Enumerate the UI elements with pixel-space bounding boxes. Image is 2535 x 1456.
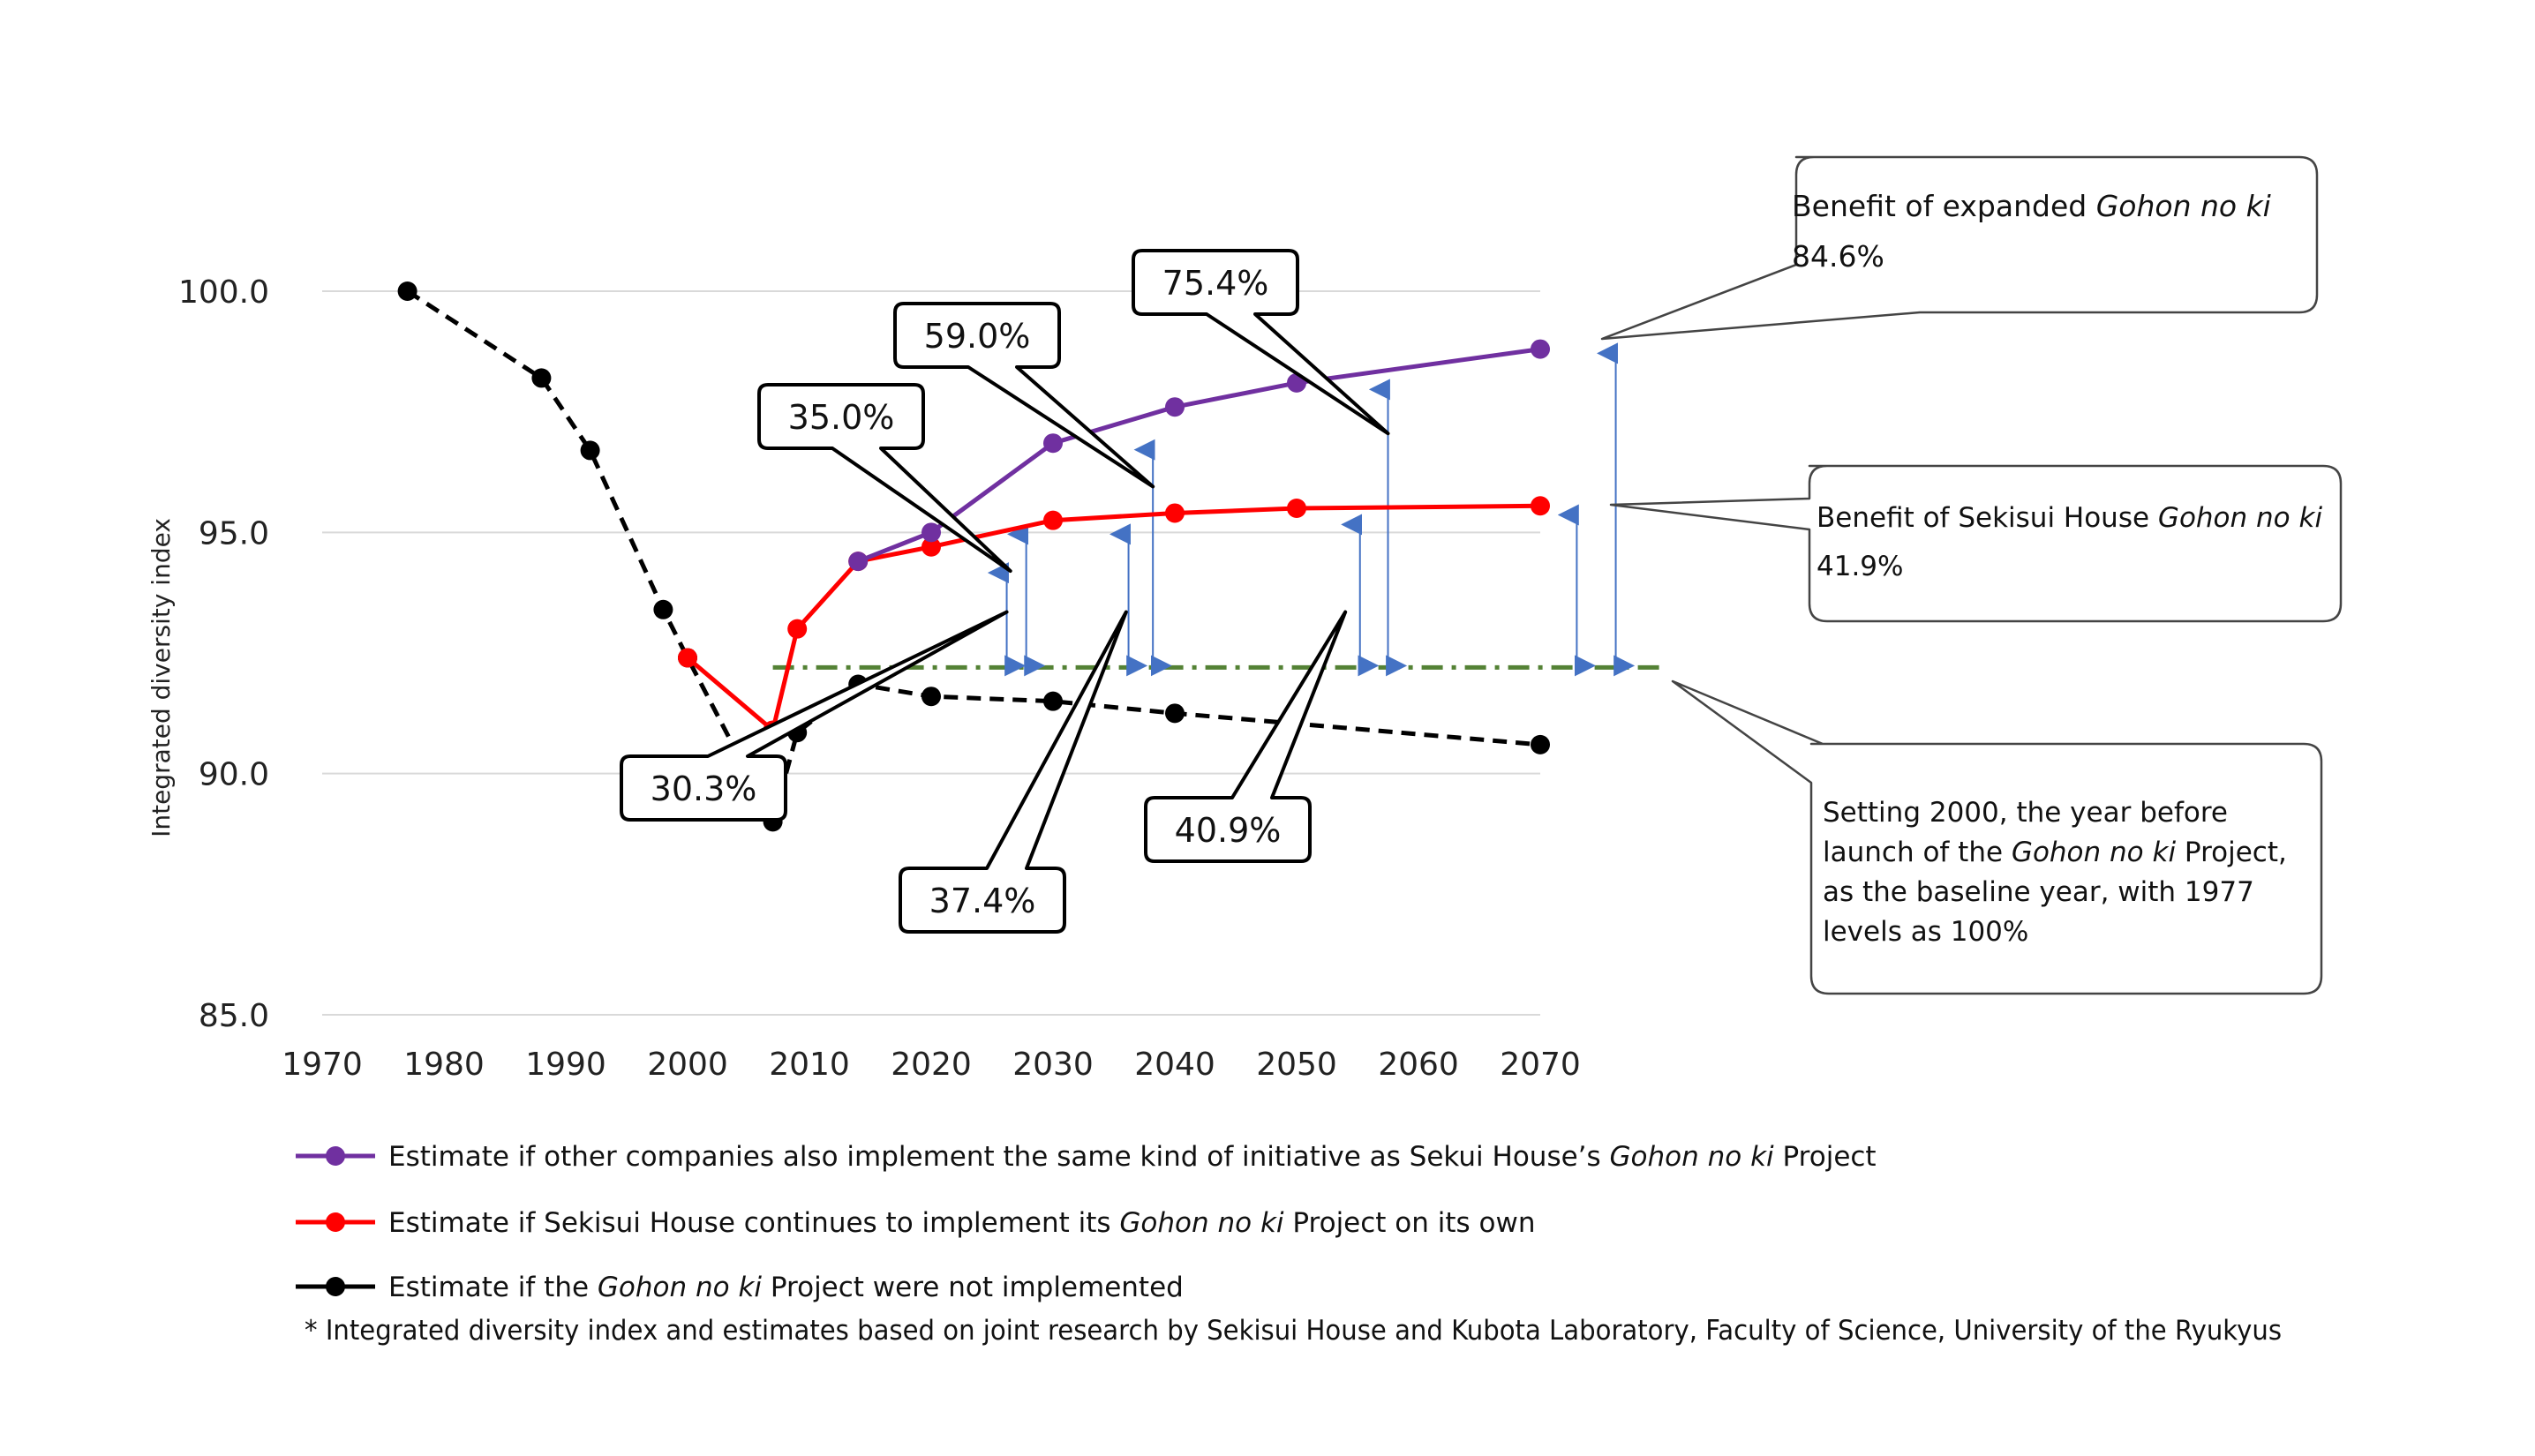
series-1-point-5 xyxy=(1043,510,1063,530)
series-0-point-0 xyxy=(848,552,869,572)
series-2-point-11 xyxy=(1531,734,1550,754)
series-2-point-3 xyxy=(653,599,673,619)
callout-0: 30.3% xyxy=(620,610,1009,822)
callout-box-5 xyxy=(1132,249,1390,436)
note-sekisui-box xyxy=(1609,464,2343,623)
y-axis-title: Integrated diversity index xyxy=(147,518,176,837)
y-tick-label-1: 90.0 xyxy=(199,757,269,793)
note-baseline-box xyxy=(1671,679,2323,995)
callout-box-3 xyxy=(893,302,1155,489)
callout-1: 35.0% xyxy=(757,383,1012,574)
callout-label-5: 75.4% xyxy=(1162,264,1269,303)
callout-label-1: 35.0% xyxy=(788,398,895,437)
series-line-1 xyxy=(686,503,1541,732)
callout-5: 75.4% xyxy=(1132,249,1390,436)
series-1-point-0 xyxy=(678,648,697,668)
y-tick-label-0: 85.0 xyxy=(199,998,269,1034)
series-line-2 xyxy=(406,289,1541,824)
series-0-point-1 xyxy=(921,522,941,543)
x-tick-label-3: 2000 xyxy=(647,1047,728,1083)
x-tick-label-5: 2020 xyxy=(891,1047,972,1083)
legend-label-purple: Estimate if other companies also impleme… xyxy=(388,1141,1877,1173)
legend-item-purple: Estimate if other companies also impleme… xyxy=(296,1141,1877,1173)
legend-marker-red xyxy=(326,1212,345,1232)
legend-marker-black xyxy=(326,1277,345,1296)
series-1 xyxy=(678,496,1550,740)
note-expanded-value: 84.6% xyxy=(1792,239,1884,274)
legend-item-red: Estimate if Sekisui House continues to i… xyxy=(296,1207,1536,1239)
series-1-point-2 xyxy=(787,619,808,639)
x-tick-label-0: 1970 xyxy=(282,1047,363,1083)
note-sekisui-value: 41.9% xyxy=(1817,551,1903,582)
note-expanded-title: Benefit of expanded Gohon no ki xyxy=(1792,189,2271,223)
series-0-point-3 xyxy=(1165,397,1185,417)
callout-3: 59.0% xyxy=(893,302,1155,489)
note-sekisui-title: Benefit of Sekisui House Gohon no ki xyxy=(1817,502,2322,534)
note-baseline-line3: as the baseline year, with 1977 xyxy=(1823,876,2254,908)
callout-4: 40.9% xyxy=(1144,610,1348,863)
series-2-point-9 xyxy=(1043,691,1063,711)
legend: Estimate if other companies also impleme… xyxy=(296,1141,1877,1303)
footnote: * Integrated diversity index and estimat… xyxy=(305,1315,2282,1347)
note-baseline-line2: launch of the Gohon no ki Project, xyxy=(1823,837,2287,868)
series-1-point-4 xyxy=(921,537,941,557)
note-expanded-benefit: Benefit of expanded Gohon no ki 84.6% xyxy=(1600,155,2319,341)
legend-item-black: Estimate if the Gohon no ki Project were… xyxy=(296,1272,1184,1303)
series-0 xyxy=(848,339,1550,572)
legend-label-red: Estimate if Sekisui House continues to i… xyxy=(388,1207,1536,1239)
x-tick-label-4: 2010 xyxy=(769,1047,850,1083)
series-0-point-2 xyxy=(1043,433,1063,454)
note-baseline-line1: Setting 2000, the year before xyxy=(1823,797,2228,829)
series-1-point-7 xyxy=(1287,499,1306,518)
series-2-point-8 xyxy=(921,687,941,707)
series-lines xyxy=(397,281,1550,832)
series-2-point-10 xyxy=(1165,703,1185,724)
legend-marker-purple xyxy=(326,1146,345,1166)
note-sekisui-benefit: Benefit of Sekisui House Gohon no ki 41.… xyxy=(1609,464,2343,623)
series-1-point-8 xyxy=(1531,496,1550,516)
y-tick-label-3: 100.0 xyxy=(178,274,269,311)
x-tick-label-7: 2040 xyxy=(1134,1047,1215,1083)
series-2-point-1 xyxy=(531,368,552,388)
callout-label-4: 40.9% xyxy=(1175,811,1282,850)
callout-label-2: 37.4% xyxy=(929,882,1036,920)
callout-box-4 xyxy=(1144,610,1348,863)
note-baseline-line4: levels as 100% xyxy=(1823,916,2028,948)
callout-label-0: 30.3% xyxy=(651,769,757,808)
series-1-point-6 xyxy=(1165,503,1185,523)
callout-label-3: 59.0% xyxy=(924,317,1031,356)
x-tick-label-6: 2030 xyxy=(1012,1047,1094,1083)
callout-2: 37.4% xyxy=(899,610,1128,934)
legend-label-black: Estimate if the Gohon no ki Project were… xyxy=(388,1272,1184,1303)
note-expanded-box xyxy=(1600,155,2319,341)
series-2-point-0 xyxy=(397,281,417,301)
x-tick-label-8: 2050 xyxy=(1256,1047,1337,1083)
x-tick-label-10: 2070 xyxy=(1500,1047,1581,1083)
series-line-0 xyxy=(857,347,1541,564)
series-0-point-5 xyxy=(1531,339,1550,359)
callout-box-2 xyxy=(899,610,1128,934)
series-2-point-2 xyxy=(580,440,600,461)
x-tick-label-1: 1980 xyxy=(403,1047,485,1083)
y-tick-label-2: 95.0 xyxy=(199,515,269,552)
callout-box-0 xyxy=(620,610,1009,822)
axis-ticks: 85.0 90.0 95.0 100.0 1970 1980 1990 2000 2010 202… xyxy=(178,274,1581,1083)
x-tick-label-2: 1990 xyxy=(525,1047,606,1083)
callout-box-1 xyxy=(757,383,1012,574)
percent-callouts: 30.3% 35.0% 37.4% 59.0% 40.9% 75.4% xyxy=(620,249,1390,934)
x-tick-label-9: 2060 xyxy=(1378,1047,1459,1083)
note-baseline: Setting 2000, the year before launch of … xyxy=(1671,679,2323,995)
